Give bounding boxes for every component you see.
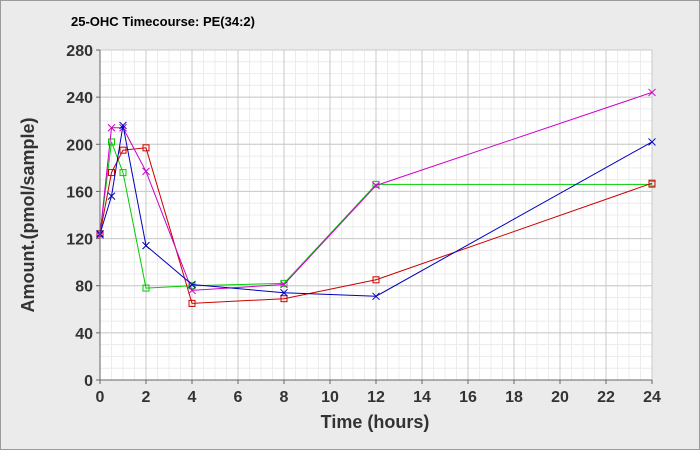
y-tick-label: 80 [75, 279, 93, 296]
series-4 [96, 121, 656, 301]
data-point [188, 282, 196, 290]
x-tick-label: 6 [234, 389, 243, 406]
data-point [107, 123, 116, 132]
y-tick-label: 120 [66, 232, 93, 249]
x-tick-label: 24 [643, 389, 661, 406]
x-tick-label: 20 [551, 389, 569, 406]
data-point [119, 146, 127, 154]
data-point [142, 167, 150, 176]
data-point [372, 276, 380, 284]
data-point [188, 280, 196, 289]
y-tick-label: 200 [66, 137, 93, 154]
data-point [142, 144, 150, 152]
x-tick-label: 22 [597, 389, 615, 406]
data-point [372, 292, 380, 301]
x-tick-label: 18 [505, 389, 523, 406]
x-tick-label: 4 [188, 389, 197, 406]
y-tick-label: 240 [66, 90, 93, 107]
data-point [142, 284, 150, 292]
data-point [648, 138, 656, 146]
data-point [119, 169, 127, 177]
x-tick-label: 14 [413, 389, 431, 406]
x-tick-label: 0 [96, 389, 105, 406]
series-line [99, 91, 653, 291]
series-line [99, 147, 653, 304]
y-tick-label: 0 [84, 373, 93, 390]
y-tick-label: 160 [66, 184, 93, 201]
data-point [280, 279, 288, 287]
x-tick-label: 10 [321, 389, 339, 406]
x-tick-label: 2 [142, 389, 151, 406]
data-point [280, 288, 288, 297]
y-tick-labels: 0 40 80 120 160 200 240 280 [66, 43, 93, 390]
x-axis-title: Time (hours) [321, 412, 430, 432]
y-axis-title: Amount.(pmol/sample) [18, 117, 38, 312]
x-tick-label: 12 [367, 389, 385, 406]
data-point [108, 169, 115, 177]
series-3 [96, 88, 656, 295]
axes [96, 49, 653, 384]
y-tick-label: 40 [75, 326, 93, 343]
series-line [99, 141, 652, 289]
data-point [142, 241, 150, 250]
data-point [648, 179, 656, 187]
data-point [372, 181, 380, 190]
data-point [119, 121, 127, 130]
data-point [280, 295, 288, 303]
data-point [280, 280, 288, 289]
chart-title: 25-OHC Timecourse: PE(34:2) [71, 14, 255, 29]
data-point [108, 138, 115, 146]
x-tick-label: 16 [459, 389, 477, 406]
series-line [99, 125, 653, 297]
data-point [188, 299, 196, 307]
data-point [107, 192, 116, 200]
data-point [188, 286, 196, 295]
x-tick-labels: 0 2 4 6 8 10 12 14 16 18 20 22 24 [96, 389, 661, 406]
series-layer [96, 88, 656, 307]
y-tick-label: 280 [66, 43, 93, 60]
data-point [648, 88, 656, 97]
x-tick-label: 8 [280, 389, 289, 406]
